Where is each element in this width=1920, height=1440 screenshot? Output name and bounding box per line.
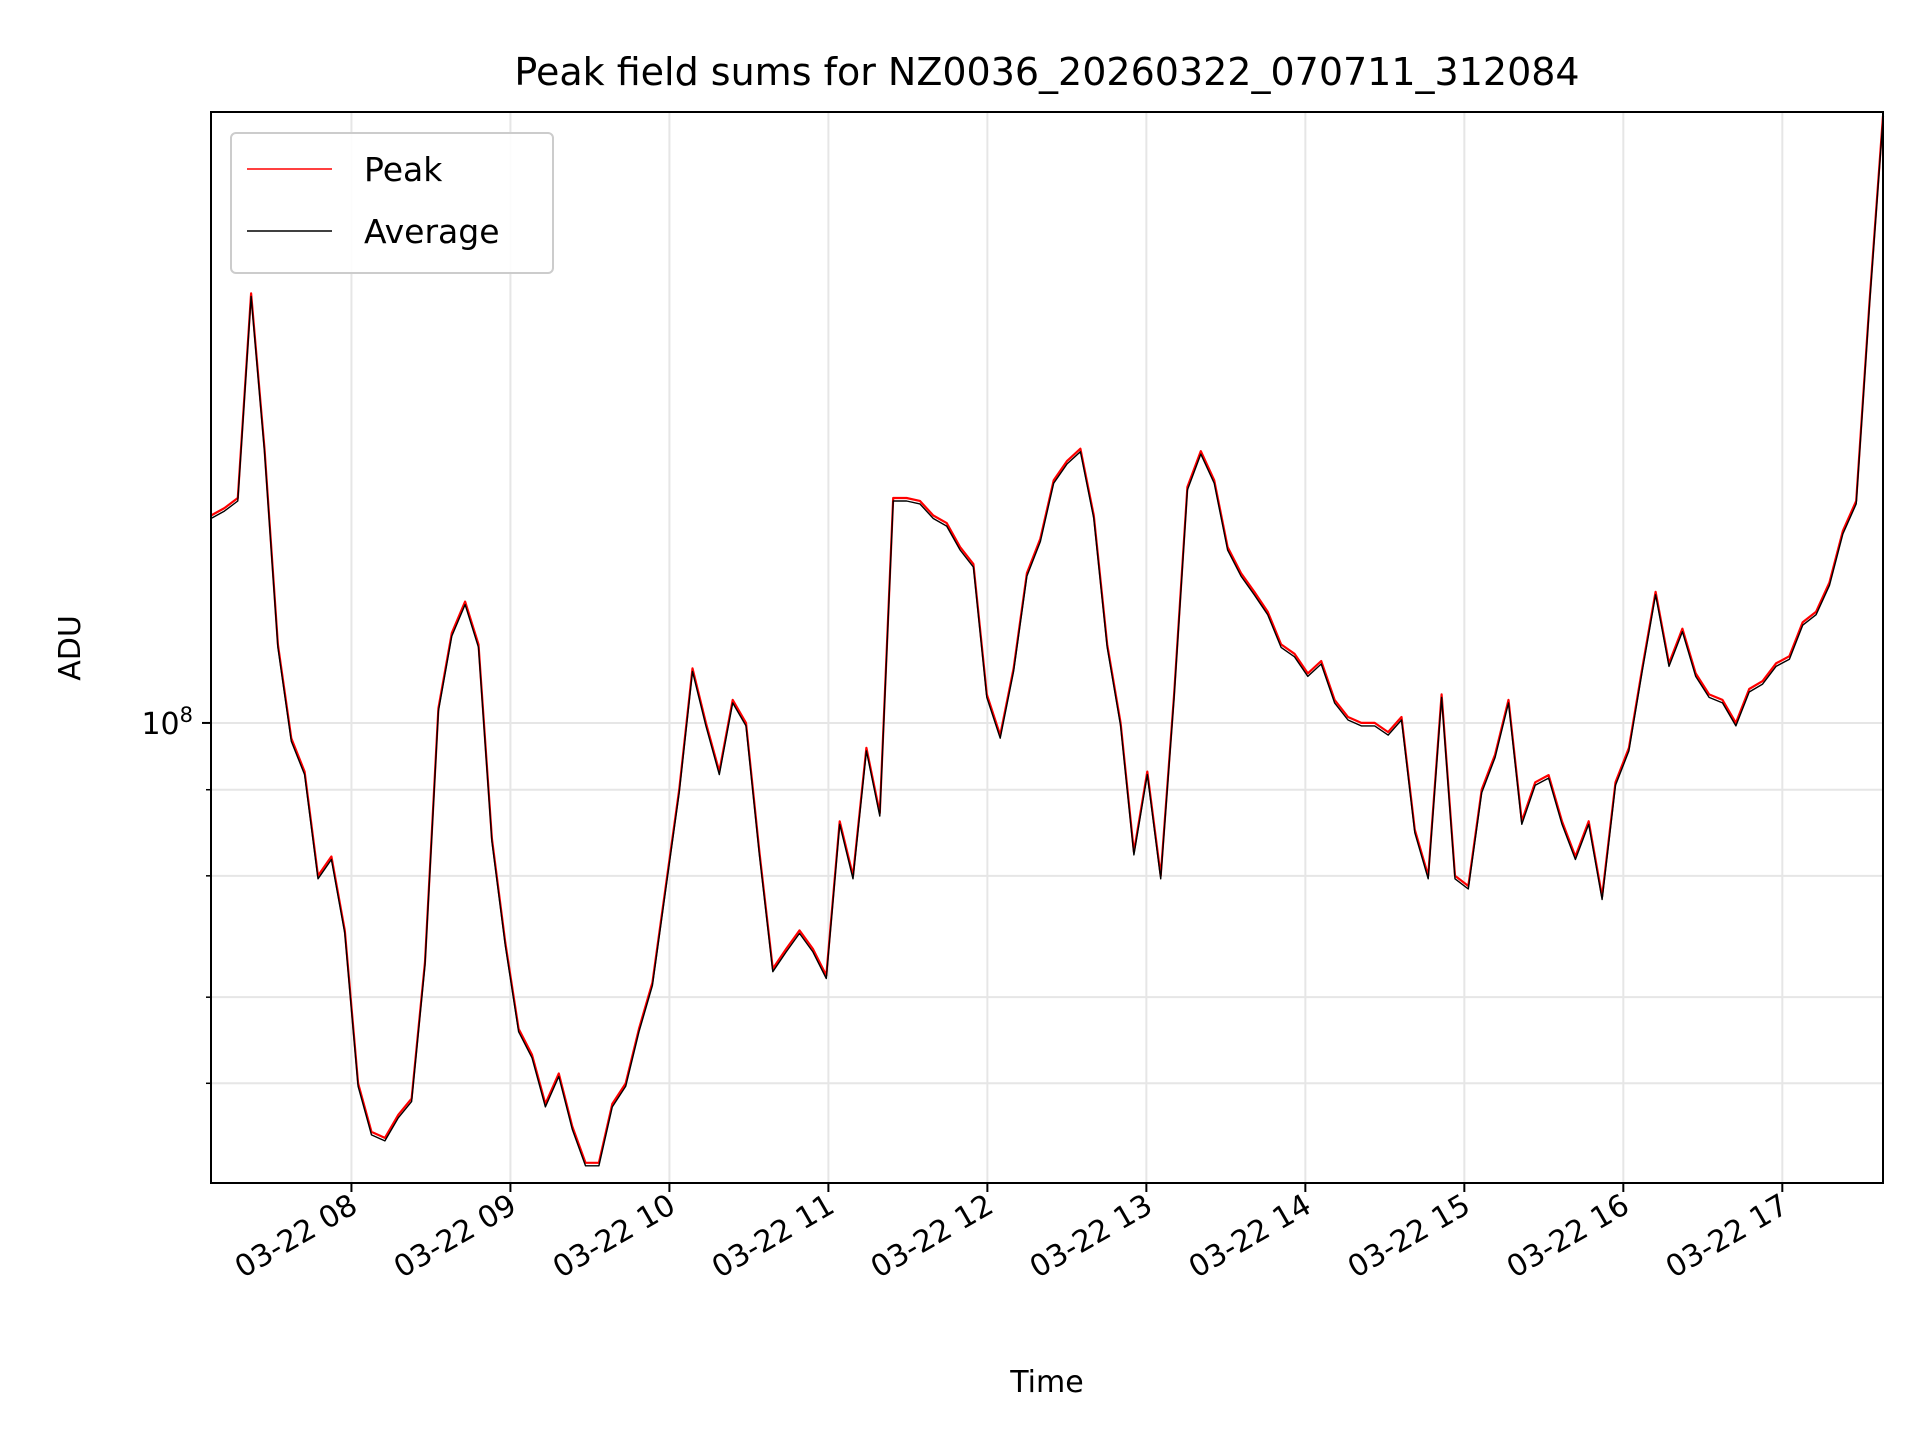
plot-frame (210, 111, 1884, 1184)
x-axis-label: Time (1009, 1365, 1083, 1400)
legend: Peak Average (230, 132, 554, 274)
legend-average-label: Average (364, 212, 500, 251)
x-tick-label: 03-22 08 (229, 1188, 363, 1286)
chart-title: Peak field sums for NZ0036_20260322_0707… (514, 50, 1579, 94)
x-tick-label: 03-22 11 (706, 1188, 840, 1286)
series-average-line (210, 118, 1884, 1167)
y-axis: 108 (141, 703, 211, 1085)
series-layer (210, 115, 1885, 1167)
x-tick-label: 03-22 17 (1660, 1188, 1794, 1286)
x-tick-label: 03-22 15 (1342, 1188, 1476, 1286)
legend-box (230, 132, 554, 274)
legend-peak-label: Peak (364, 150, 443, 189)
x-tick-label: 03-22 10 (547, 1188, 681, 1286)
x-tick-label: 03-22 16 (1501, 1188, 1635, 1286)
x-axis: 03-22 08 03-22 09 03-22 10 03-22 11 03-22 12… (229, 1183, 1794, 1285)
x-tick-label: 03-22 12 (865, 1188, 999, 1286)
y-tick-label: 108 (141, 703, 193, 742)
y-axis-label: ADU (53, 615, 88, 681)
x-tick-label: 03-22 14 (1183, 1188, 1317, 1286)
x-tick-label: 03-22 09 (388, 1188, 522, 1286)
x-tick-label: 03-22 13 (1024, 1188, 1158, 1286)
